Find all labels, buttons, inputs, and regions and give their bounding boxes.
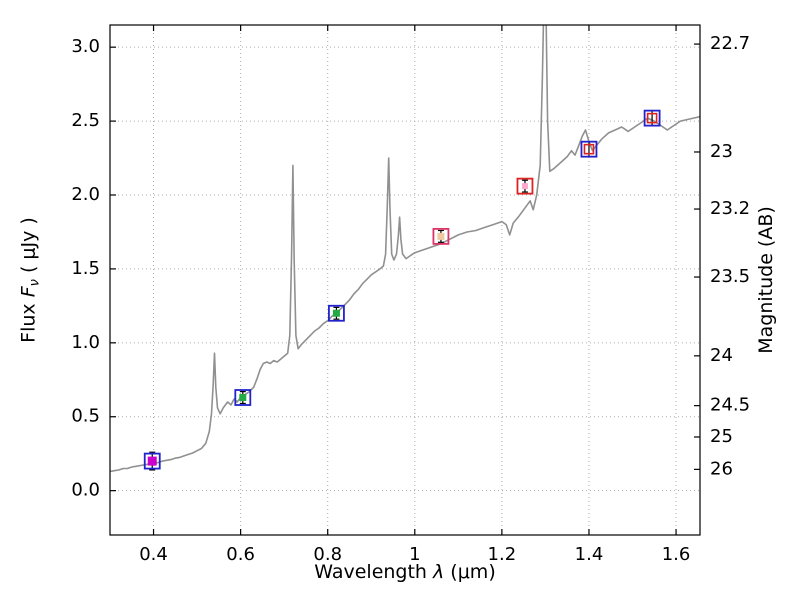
x-axis-label-text: Wavelength xyxy=(314,561,434,583)
tick-marks xyxy=(110,25,700,535)
flux-symbol-subscript: ν xyxy=(27,279,43,287)
y-axis-label-left-unit: ( μJy ) xyxy=(17,217,40,280)
photometry-outer-square xyxy=(143,452,161,470)
photometry-point-5 xyxy=(580,140,598,158)
y-tick-label-right: 23.2 xyxy=(710,198,750,219)
photometry-outer-square xyxy=(580,140,598,158)
x-tick-label: 1.4 xyxy=(575,544,604,565)
x-tick-label: 1.2 xyxy=(488,544,517,565)
photometry-inner-square xyxy=(332,309,340,317)
photometry-inner-square xyxy=(239,394,247,402)
photometry-inner-square xyxy=(646,112,658,124)
y-tick-label-left: 0.5 xyxy=(71,406,100,427)
x-tick-label: 0.8 xyxy=(313,544,342,565)
x-tick-label: 1 xyxy=(409,544,420,565)
y-tick-label-left: 1.0 xyxy=(71,332,100,353)
x-axis-label: Wavelength λ (μm) xyxy=(314,561,495,583)
y-axis-label-left: Flux Fν ( μJy ) xyxy=(18,217,43,343)
y-axis-label-left-text: Flux xyxy=(17,297,40,343)
y-tick-label-left: 0.0 xyxy=(71,480,100,501)
y-tick-label-right: 22.7 xyxy=(710,33,750,54)
y-tick-label-left: 2.0 xyxy=(71,184,100,205)
y-tick-label-right: 24.5 xyxy=(710,395,750,416)
y-tick-label-right: 25 xyxy=(710,426,733,447)
y-tick-label-right: 23.5 xyxy=(710,266,750,287)
photometry-inner-square xyxy=(437,232,445,240)
y-tick-label-left: 2.5 xyxy=(71,110,100,131)
photometry-point-3 xyxy=(432,227,450,245)
photometry-outer-square xyxy=(234,389,252,406)
photometry-point-4 xyxy=(516,177,534,195)
x-tick-label: 0.6 xyxy=(226,544,255,565)
photometry-outer-square xyxy=(432,227,450,245)
x-tick-label: 1.6 xyxy=(662,544,691,565)
photometry-point-0 xyxy=(143,451,161,471)
flux-symbol: F xyxy=(17,286,40,298)
grid xyxy=(110,25,700,535)
photometry-outer-square xyxy=(516,177,534,195)
y-tick-label-right: 24 xyxy=(710,345,733,366)
x-axis-label-unit: (μm) xyxy=(444,561,496,583)
y-tick-label-right: 23 xyxy=(710,141,733,162)
plot-frame xyxy=(109,24,701,536)
y-axis-label-right-text: Magnitude (AB) xyxy=(755,206,777,354)
photometry-point-6 xyxy=(643,109,661,127)
photometry-outer-square xyxy=(643,109,661,127)
photometry-point-2 xyxy=(328,304,345,322)
y-tick-label-right: 26 xyxy=(710,458,733,479)
photometry-inner-square xyxy=(583,143,595,155)
photometry-outer-square xyxy=(328,304,345,322)
photometry-inner-square xyxy=(147,456,157,466)
model-spectrum-line xyxy=(110,25,700,473)
photometry-inner-square xyxy=(521,183,528,190)
x-axis-label-symbol: λ xyxy=(433,561,445,583)
y-tick-label-left: 3.0 xyxy=(71,36,100,57)
y-tick-label-left: 1.5 xyxy=(71,258,100,279)
y-axis-label-right: Magnitude (AB) xyxy=(755,206,777,354)
photometry-point-1 xyxy=(234,389,252,406)
x-tick-label: 0.4 xyxy=(139,544,168,565)
